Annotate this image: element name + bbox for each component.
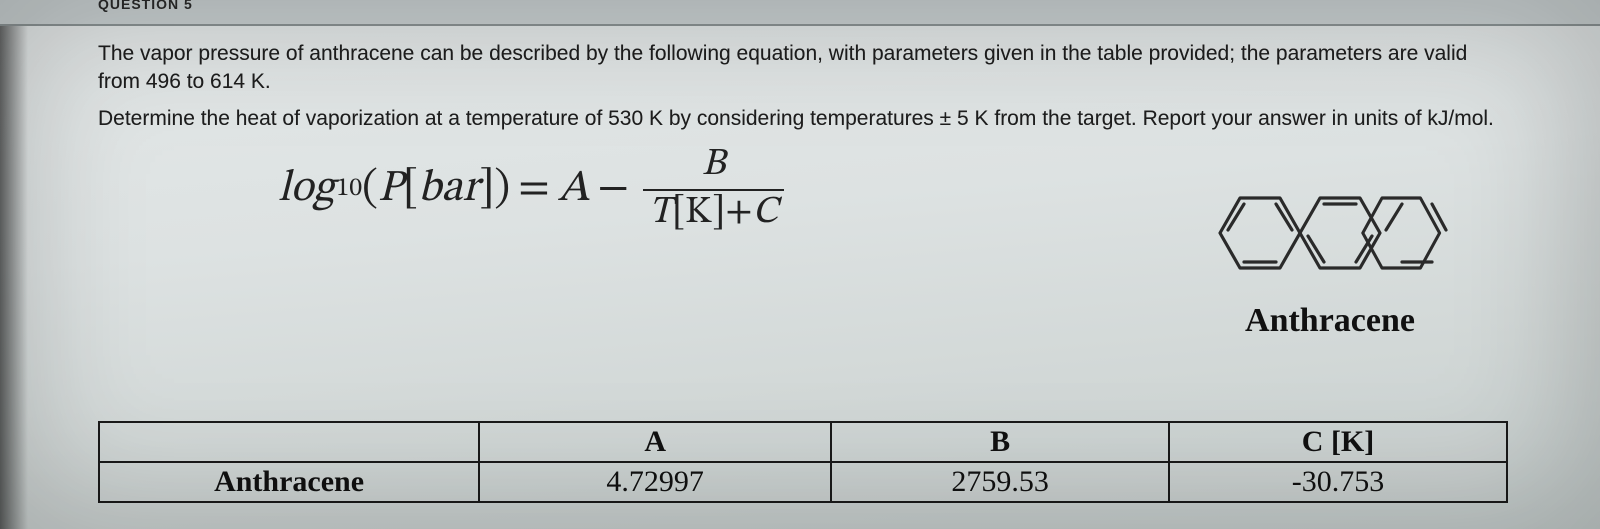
- eq-P: P: [378, 162, 403, 217]
- eq-A: A: [558, 162, 590, 217]
- eq-log-sub: 10: [336, 173, 362, 206]
- molecule-label: Anthracene: [1180, 302, 1480, 340]
- anthracene-structure-icon: [1200, 178, 1460, 288]
- parameters-table: A B C [K] Anthracene 4.72997 2759.53 -30…: [98, 421, 1508, 503]
- table-header-C: C [K]: [1169, 422, 1507, 462]
- table-row-label: Anthracene: [99, 462, 479, 502]
- antoine-equation: log10 (P [bar]) = A − B T[K]+C: [278, 145, 784, 235]
- problem-paragraph-2: Determine the heat of vaporization at a …: [98, 105, 1502, 133]
- eq-den-T: T: [649, 194, 672, 232]
- problem-paragraph-1: The vapor pressure of anthracene can be …: [98, 40, 1502, 95]
- table-value-B: 2759.53: [831, 462, 1169, 502]
- photo-edge-shadow: [0, 0, 28, 529]
- eq-frac-bar: [643, 189, 784, 191]
- eq-equals: =: [518, 162, 550, 217]
- table-header-empty: [99, 422, 479, 462]
- question-number-cutoff: QUESTION 5: [98, 0, 193, 12]
- eq-fraction: B T[K]+C: [643, 145, 784, 235]
- table-value-C: -30.753: [1169, 462, 1507, 502]
- question-header-bar: QUESTION 5: [0, 0, 1600, 26]
- eq-frac-den: T[K]+C: [643, 193, 784, 235]
- molecule-figure: Anthracene: [1180, 178, 1480, 340]
- table-value-A: 4.72997: [479, 462, 831, 502]
- eq-den-K: [K]: [672, 194, 725, 232]
- eq-frac-num: B: [696, 145, 731, 187]
- eq-unit: bar: [418, 162, 479, 217]
- eq-paren-close: ): [494, 162, 510, 217]
- eq-paren-open: (: [362, 162, 378, 217]
- table-header-B: B: [831, 422, 1169, 462]
- eq-unit-open: [: [403, 162, 418, 217]
- eq-unit-close: ]: [479, 162, 494, 217]
- table-row: Anthracene 4.72997 2759.53 -30.753: [99, 462, 1507, 502]
- table-header-A: A: [479, 422, 831, 462]
- eq-log: log: [278, 162, 334, 217]
- eq-minus: −: [597, 162, 629, 217]
- eq-den-plus: +: [725, 194, 752, 232]
- eq-den-C: C: [753, 194, 778, 232]
- table-header-row: A B C [K]: [99, 422, 1507, 462]
